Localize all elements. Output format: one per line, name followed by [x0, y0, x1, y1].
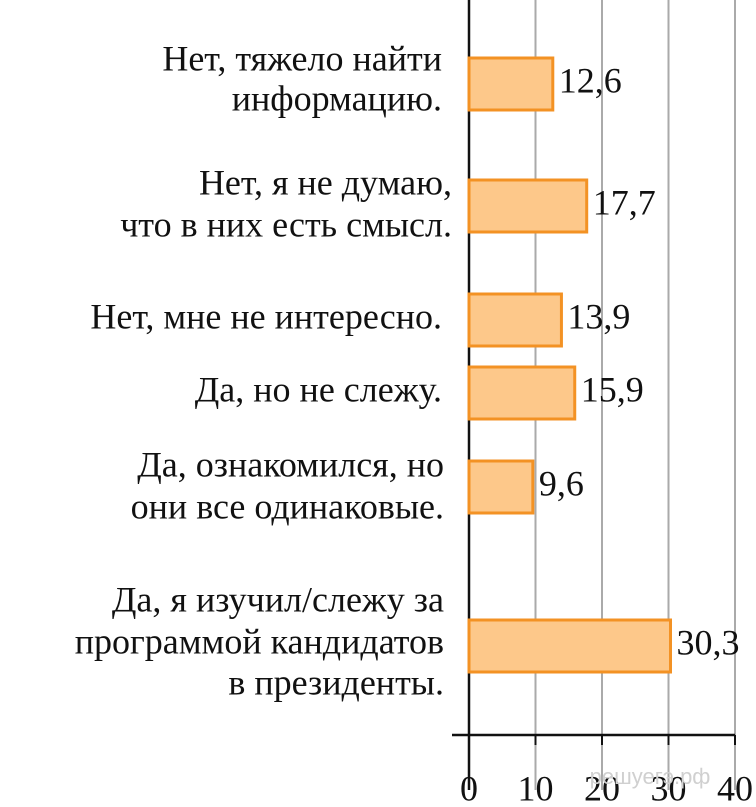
category-label: Нет, я не думаю, — [199, 162, 452, 202]
category-label: информацию. — [232, 78, 442, 118]
category-label: Нет, мне не интересно. — [90, 296, 442, 336]
category-label: в президенты. — [228, 662, 444, 702]
x-tick-label: 30 — [651, 768, 687, 807]
bar — [467, 365, 577, 421]
category-label: они все одинаковые. — [131, 486, 444, 526]
value-label: 13,9 — [567, 296, 630, 336]
value-label: 12,6 — [559, 60, 622, 100]
category-label: Да, но не слежу. — [195, 369, 442, 409]
bar — [467, 178, 589, 234]
value-label: 30,3 — [676, 622, 739, 662]
bar — [467, 459, 535, 515]
x-tick-label: 10 — [518, 768, 554, 807]
bar — [467, 618, 672, 674]
category-label: Да, ознакомился, но — [137, 444, 444, 484]
value-label: 17,7 — [593, 182, 656, 222]
bar — [467, 292, 563, 348]
category-label: что в них есть смысл. — [120, 204, 452, 244]
x-tick-label: 40 — [717, 768, 753, 807]
value-label: 15,9 — [581, 369, 644, 409]
value-label: 9,6 — [539, 463, 584, 503]
x-tick-label: 20 — [584, 768, 620, 807]
watermark: решуегэ.рф — [590, 764, 711, 789]
category-label: Да, я изучил/слежу за — [112, 579, 444, 619]
category-label: программой кандидатов — [75, 621, 444, 661]
category-label: Нет, тяжело найти — [162, 38, 442, 78]
bar — [467, 56, 555, 112]
